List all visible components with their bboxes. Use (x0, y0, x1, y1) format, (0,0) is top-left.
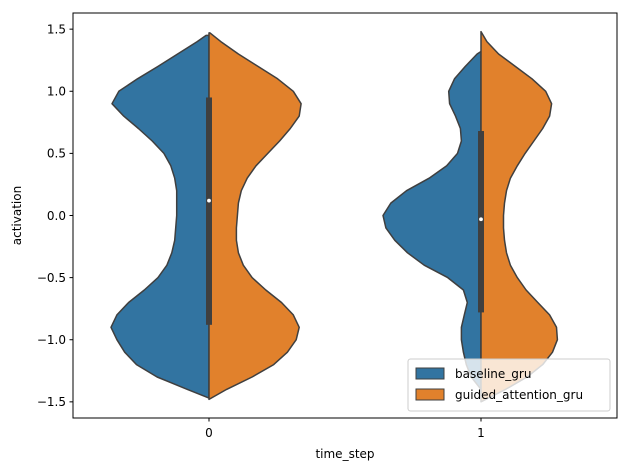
x-axis-title: time_step (315, 447, 374, 461)
y-tick-label: 0.5 (47, 147, 66, 161)
legend-swatch (415, 367, 445, 380)
quartile-box (206, 97, 212, 325)
y-tick-label: 0.0 (47, 209, 66, 223)
x-tick-label: 1 (477, 426, 485, 440)
y-tick-label: −0.5 (37, 271, 66, 285)
legend-box (407, 358, 611, 412)
median-marker (207, 198, 211, 203)
y-tick-label: −1.0 (37, 333, 66, 347)
legend-label: guided_attention_gru (455, 388, 583, 402)
x-tick-label: 0 (205, 426, 213, 440)
axes: −1.5 −1.0 −0.5 0.0 0.5 1.0 1.5 0 1 (37, 12, 618, 440)
y-axis-title: activation (10, 186, 24, 245)
violin-half (110, 34, 210, 399)
median-marker (479, 217, 483, 222)
legend-label: baseline_gru (455, 367, 531, 381)
y-tick-label: −1.5 (37, 395, 66, 409)
quartile-box (478, 131, 484, 313)
violin-half (208, 32, 302, 401)
legend-swatch (415, 388, 445, 401)
violin-half (382, 50, 482, 391)
plot-area (110, 30, 559, 403)
legend: baseline_gru guided_attention_gru (407, 358, 611, 412)
y-tick-label: 1.5 (47, 22, 66, 36)
y-tick-label: 1.0 (47, 85, 66, 99)
violin-half (480, 30, 559, 403)
